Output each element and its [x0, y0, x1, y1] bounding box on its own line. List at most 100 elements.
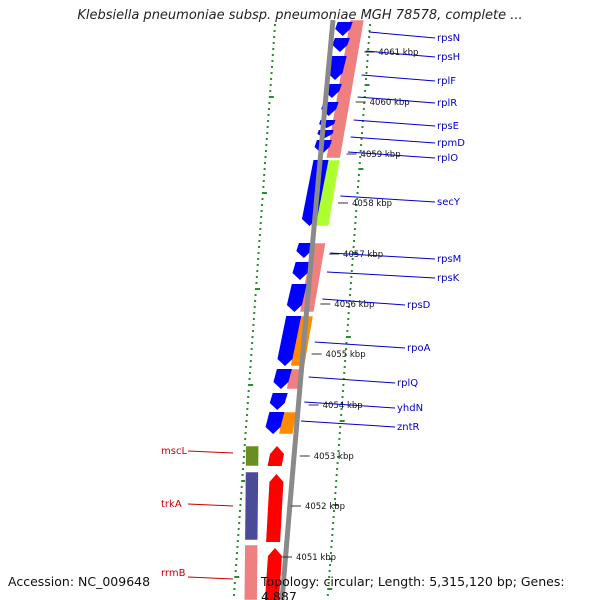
- gene-label[interactable]: rplQ: [397, 378, 418, 389]
- gc-dot: [247, 396, 250, 398]
- gc-dot: [266, 132, 269, 134]
- gene-label[interactable]: rpsM: [437, 254, 461, 265]
- gene-label[interactable]: rpmD: [437, 138, 465, 149]
- gc-dot: [362, 108, 365, 110]
- gc-dot: [353, 240, 356, 242]
- gc-dot: [335, 480, 338, 482]
- gc-dot: [365, 78, 368, 80]
- gene-label[interactable]: rpsN: [437, 33, 460, 44]
- gene-leader-line: [314, 341, 406, 349]
- forward-cds-arrow[interactable]: [267, 446, 284, 466]
- gc-dot: [254, 300, 257, 302]
- gc-dot: [248, 378, 251, 380]
- gc-dot: [360, 138, 363, 140]
- feature-band: [245, 445, 260, 467]
- reverse-cds-arrow[interactable]: [327, 56, 347, 80]
- gc-dot: [247, 390, 250, 392]
- gc-dot: [252, 324, 255, 326]
- gene-leader-line: [361, 74, 436, 82]
- kbp-label: 4051 kbp: [296, 553, 336, 563]
- gene-label[interactable]: rpoA: [407, 343, 431, 354]
- gc-dot: [271, 60, 274, 62]
- gc-dot: [243, 450, 246, 452]
- gc-dot: [327, 588, 333, 590]
- reverse-cds-arrow[interactable]: [273, 369, 292, 389]
- gc-dot: [248, 384, 254, 386]
- gc-dot: [264, 150, 267, 152]
- gc-dot: [329, 564, 332, 566]
- gc-dot: [347, 318, 350, 320]
- accession-label: Accession: NC_009648: [8, 574, 151, 589]
- gene-label[interactable]: trkA: [161, 499, 182, 510]
- gc-dot: [345, 342, 348, 344]
- gc-dot: [342, 384, 345, 386]
- gc-dot: [362, 114, 365, 116]
- gene-label[interactable]: zntR: [397, 422, 420, 433]
- reverse-cds-arrow[interactable]: [277, 316, 302, 366]
- reverse-cds-arrow[interactable]: [296, 243, 314, 258]
- gc-dot: [333, 498, 336, 500]
- gc-dot: [253, 312, 256, 314]
- reverse-cds-arrow[interactable]: [286, 284, 307, 312]
- feature-color-track: [243, 19, 365, 600]
- gene-label[interactable]: rpsD: [407, 300, 431, 311]
- gc-dot: [260, 216, 263, 218]
- gc-dot: [343, 372, 346, 374]
- reverse-cds-arrow[interactable]: [265, 412, 285, 434]
- gc-dot: [350, 270, 353, 272]
- kbp-label: 4053 kbp: [314, 452, 354, 462]
- gene-label[interactable]: rpsH: [437, 52, 460, 63]
- gene-label[interactable]: rplO: [437, 153, 458, 164]
- gc-dot: [251, 342, 254, 344]
- gc-dot: [235, 552, 238, 554]
- gene-label[interactable]: mscL: [161, 446, 187, 457]
- gc-dot: [262, 186, 265, 188]
- gene-label[interactable]: rpsE: [437, 121, 459, 132]
- gc-dot: [257, 252, 260, 254]
- gc-dot: [259, 222, 262, 224]
- gene-label[interactable]: rpsK: [437, 273, 460, 284]
- reverse-cds-arrow[interactable]: [335, 22, 353, 36]
- gc-dot: [364, 84, 370, 86]
- gc-dot: [358, 168, 364, 170]
- gc-dot: [259, 228, 262, 230]
- gc-dot: [360, 144, 363, 146]
- forward-cds-arrow[interactable]: [266, 474, 284, 542]
- gc-dot: [261, 204, 264, 206]
- gc-dot: [366, 54, 369, 56]
- forward-cds-arrow[interactable]: [264, 548, 282, 600]
- gc-dot: [359, 150, 362, 152]
- gene-label[interactable]: rplR: [437, 98, 457, 109]
- kbp-label: 4060 kbp: [370, 98, 410, 108]
- gc-dot: [237, 534, 240, 536]
- gene-leader-line: [322, 298, 406, 306]
- gene-leader-line: [330, 252, 436, 260]
- gene-label[interactable]: rrmB: [161, 568, 186, 579]
- gc-dot: [249, 366, 252, 368]
- gc-dot: [367, 48, 370, 50]
- gc-dot: [333, 510, 336, 512]
- gc-dot: [255, 276, 258, 278]
- gene-leader-line: [187, 503, 234, 507]
- reverse-cds-arrow[interactable]: [269, 393, 288, 410]
- gc-dot: [239, 504, 242, 506]
- gc-dot: [356, 192, 359, 194]
- gc-dot: [269, 90, 272, 92]
- reverse-cds-arrow[interactable]: [332, 38, 350, 52]
- gene-label[interactable]: rplF: [437, 76, 456, 87]
- left-gene-labels: mscL trkA rrmB: [161, 446, 234, 580]
- gc-dot: [270, 78, 273, 80]
- gc-dot: [244, 432, 247, 434]
- gc-dot: [354, 216, 357, 218]
- gc-dot: [240, 486, 243, 488]
- gc-dot: [358, 162, 361, 164]
- gene-label[interactable]: yhdN: [397, 403, 423, 414]
- reverse-cds-arrow[interactable]: [292, 262, 311, 280]
- gc-dot: [267, 108, 270, 110]
- gc-dot: [337, 456, 340, 458]
- gc-dot: [347, 312, 350, 314]
- gc-dot: [233, 588, 236, 590]
- gene-label[interactable]: secY: [437, 197, 461, 208]
